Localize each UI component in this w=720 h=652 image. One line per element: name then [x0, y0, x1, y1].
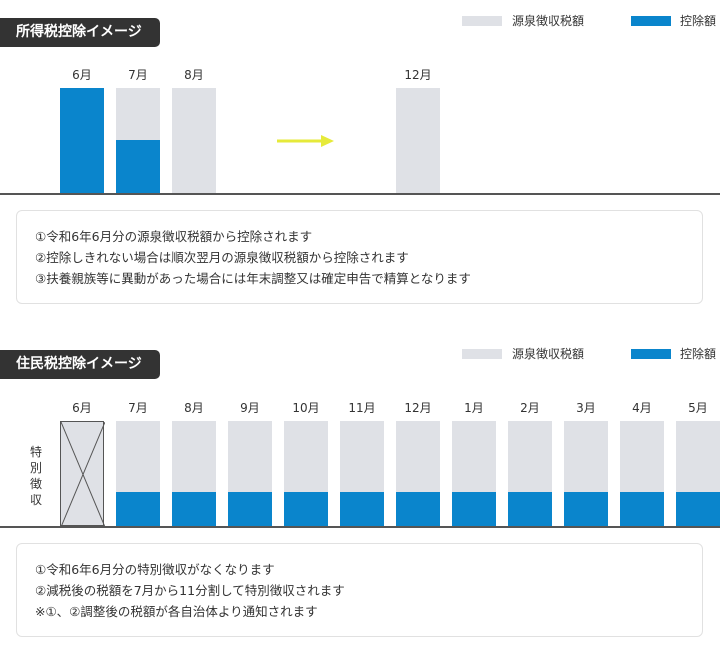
- progression-arrow: [277, 133, 337, 149]
- resident-tax-month-label: 8月: [184, 401, 204, 415]
- resident-tax-legend-deduction-label: 控除額: [680, 347, 717, 361]
- resident-tax-month-label: 7月: [128, 401, 148, 415]
- resident-tax-baseline: [0, 526, 720, 528]
- special-collection-label-char-1: 特: [29, 445, 42, 459]
- resident-tax-month-label: 4月: [632, 401, 652, 415]
- resident-tax-deduction-bar: [564, 492, 608, 526]
- cancel-cross-icon: [60, 421, 106, 528]
- cancelled-month-bar: [60, 421, 106, 528]
- income-tax-deduction-bar: [60, 88, 104, 193]
- income-tax-note-1: ①令和6年6月分の源泉徴収税額から控除されます: [35, 229, 313, 244]
- income-tax-legend-deduction-swatch: [631, 16, 671, 26]
- resident-tax-section-title: 住民税控除イメージ: [0, 350, 160, 379]
- resident-tax-legend-withholding-swatch: [462, 349, 502, 359]
- resident-tax-deduction-bar: [172, 492, 216, 526]
- special-collection-label-char-3: 徴: [29, 477, 42, 491]
- resident-tax-month-label: 3月: [576, 401, 596, 415]
- income-tax-month-label: 7月: [128, 68, 148, 82]
- income-tax-legend-withholding-swatch: [462, 16, 502, 26]
- resident-tax-deduction-bar: [508, 492, 552, 526]
- income-tax-legend-withholding-label: 源泉徴収税額: [512, 14, 585, 28]
- income-tax-notes-box: ①令和6年6月分の源泉徴収税額から控除されます ②控除しきれない場合は順次翌月の…: [16, 210, 703, 304]
- resident-tax-month-label: 1月: [464, 401, 484, 415]
- income-tax-month-label: 12月: [404, 68, 432, 82]
- income-tax-note-2: ②控除しきれない場合は順次翌月の源泉徴収税額から控除されます: [35, 250, 409, 265]
- resident-tax-legend-deduction-swatch: [631, 349, 671, 359]
- special-collection-label-char-4: 収: [29, 493, 42, 507]
- income-tax-month-label: 8月: [184, 68, 204, 82]
- resident-tax-month-label: 12月: [404, 401, 432, 415]
- income-tax-withholding-bar: [172, 88, 216, 193]
- resident-tax-deduction-bar: [228, 492, 272, 526]
- resident-tax-month-label: 2月: [520, 401, 540, 415]
- income-tax-deduction-bar: [116, 140, 160, 193]
- income-tax-note-3: ③扶養親族等に異動があった場合には年末調整又は確定申告で精算となります: [35, 271, 471, 286]
- resident-tax-month-label: 10月: [292, 401, 320, 415]
- resident-tax-month-label: 9月: [240, 401, 260, 415]
- income-tax-legend-deduction-label: 控除額: [680, 14, 717, 28]
- resident-tax-notes-box: ①令和6年6月分の特別徴収がなくなります ②減税後の税額を7月から11分割して特…: [16, 543, 703, 637]
- resident-tax-deduction-bar: [620, 492, 664, 526]
- resident-tax-deduction-bar: [452, 492, 496, 526]
- resident-tax-note-1: ①令和6年6月分の特別徴収がなくなります: [35, 562, 275, 577]
- resident-tax-deduction-bar: [396, 492, 440, 526]
- resident-tax-month-label: 5月: [688, 401, 708, 415]
- income-tax-withholding-bar: [396, 88, 440, 193]
- resident-tax-month-label: 6月: [72, 401, 92, 415]
- resident-tax-deduction-bar: [676, 492, 720, 526]
- resident-tax-deduction-bar: [284, 492, 328, 526]
- resident-tax-deduction-bar: [340, 492, 384, 526]
- resident-tax-deduction-bar: [116, 492, 160, 526]
- special-collection-label-char-2: 別: [29, 461, 42, 475]
- income-tax-baseline: [0, 193, 720, 195]
- income-tax-section-title: 所得税控除イメージ: [0, 18, 160, 47]
- resident-tax-note-2: ②減税後の税額を7月から11分割して特別徴収されます: [35, 583, 345, 598]
- resident-tax-month-label: 11月: [348, 401, 376, 415]
- income-tax-month-label: 6月: [72, 68, 92, 82]
- resident-tax-note-3: ※①、②調整後の税額が各自治体より通知されます: [35, 604, 318, 619]
- resident-tax-legend-withholding-label: 源泉徴収税額: [512, 347, 585, 361]
